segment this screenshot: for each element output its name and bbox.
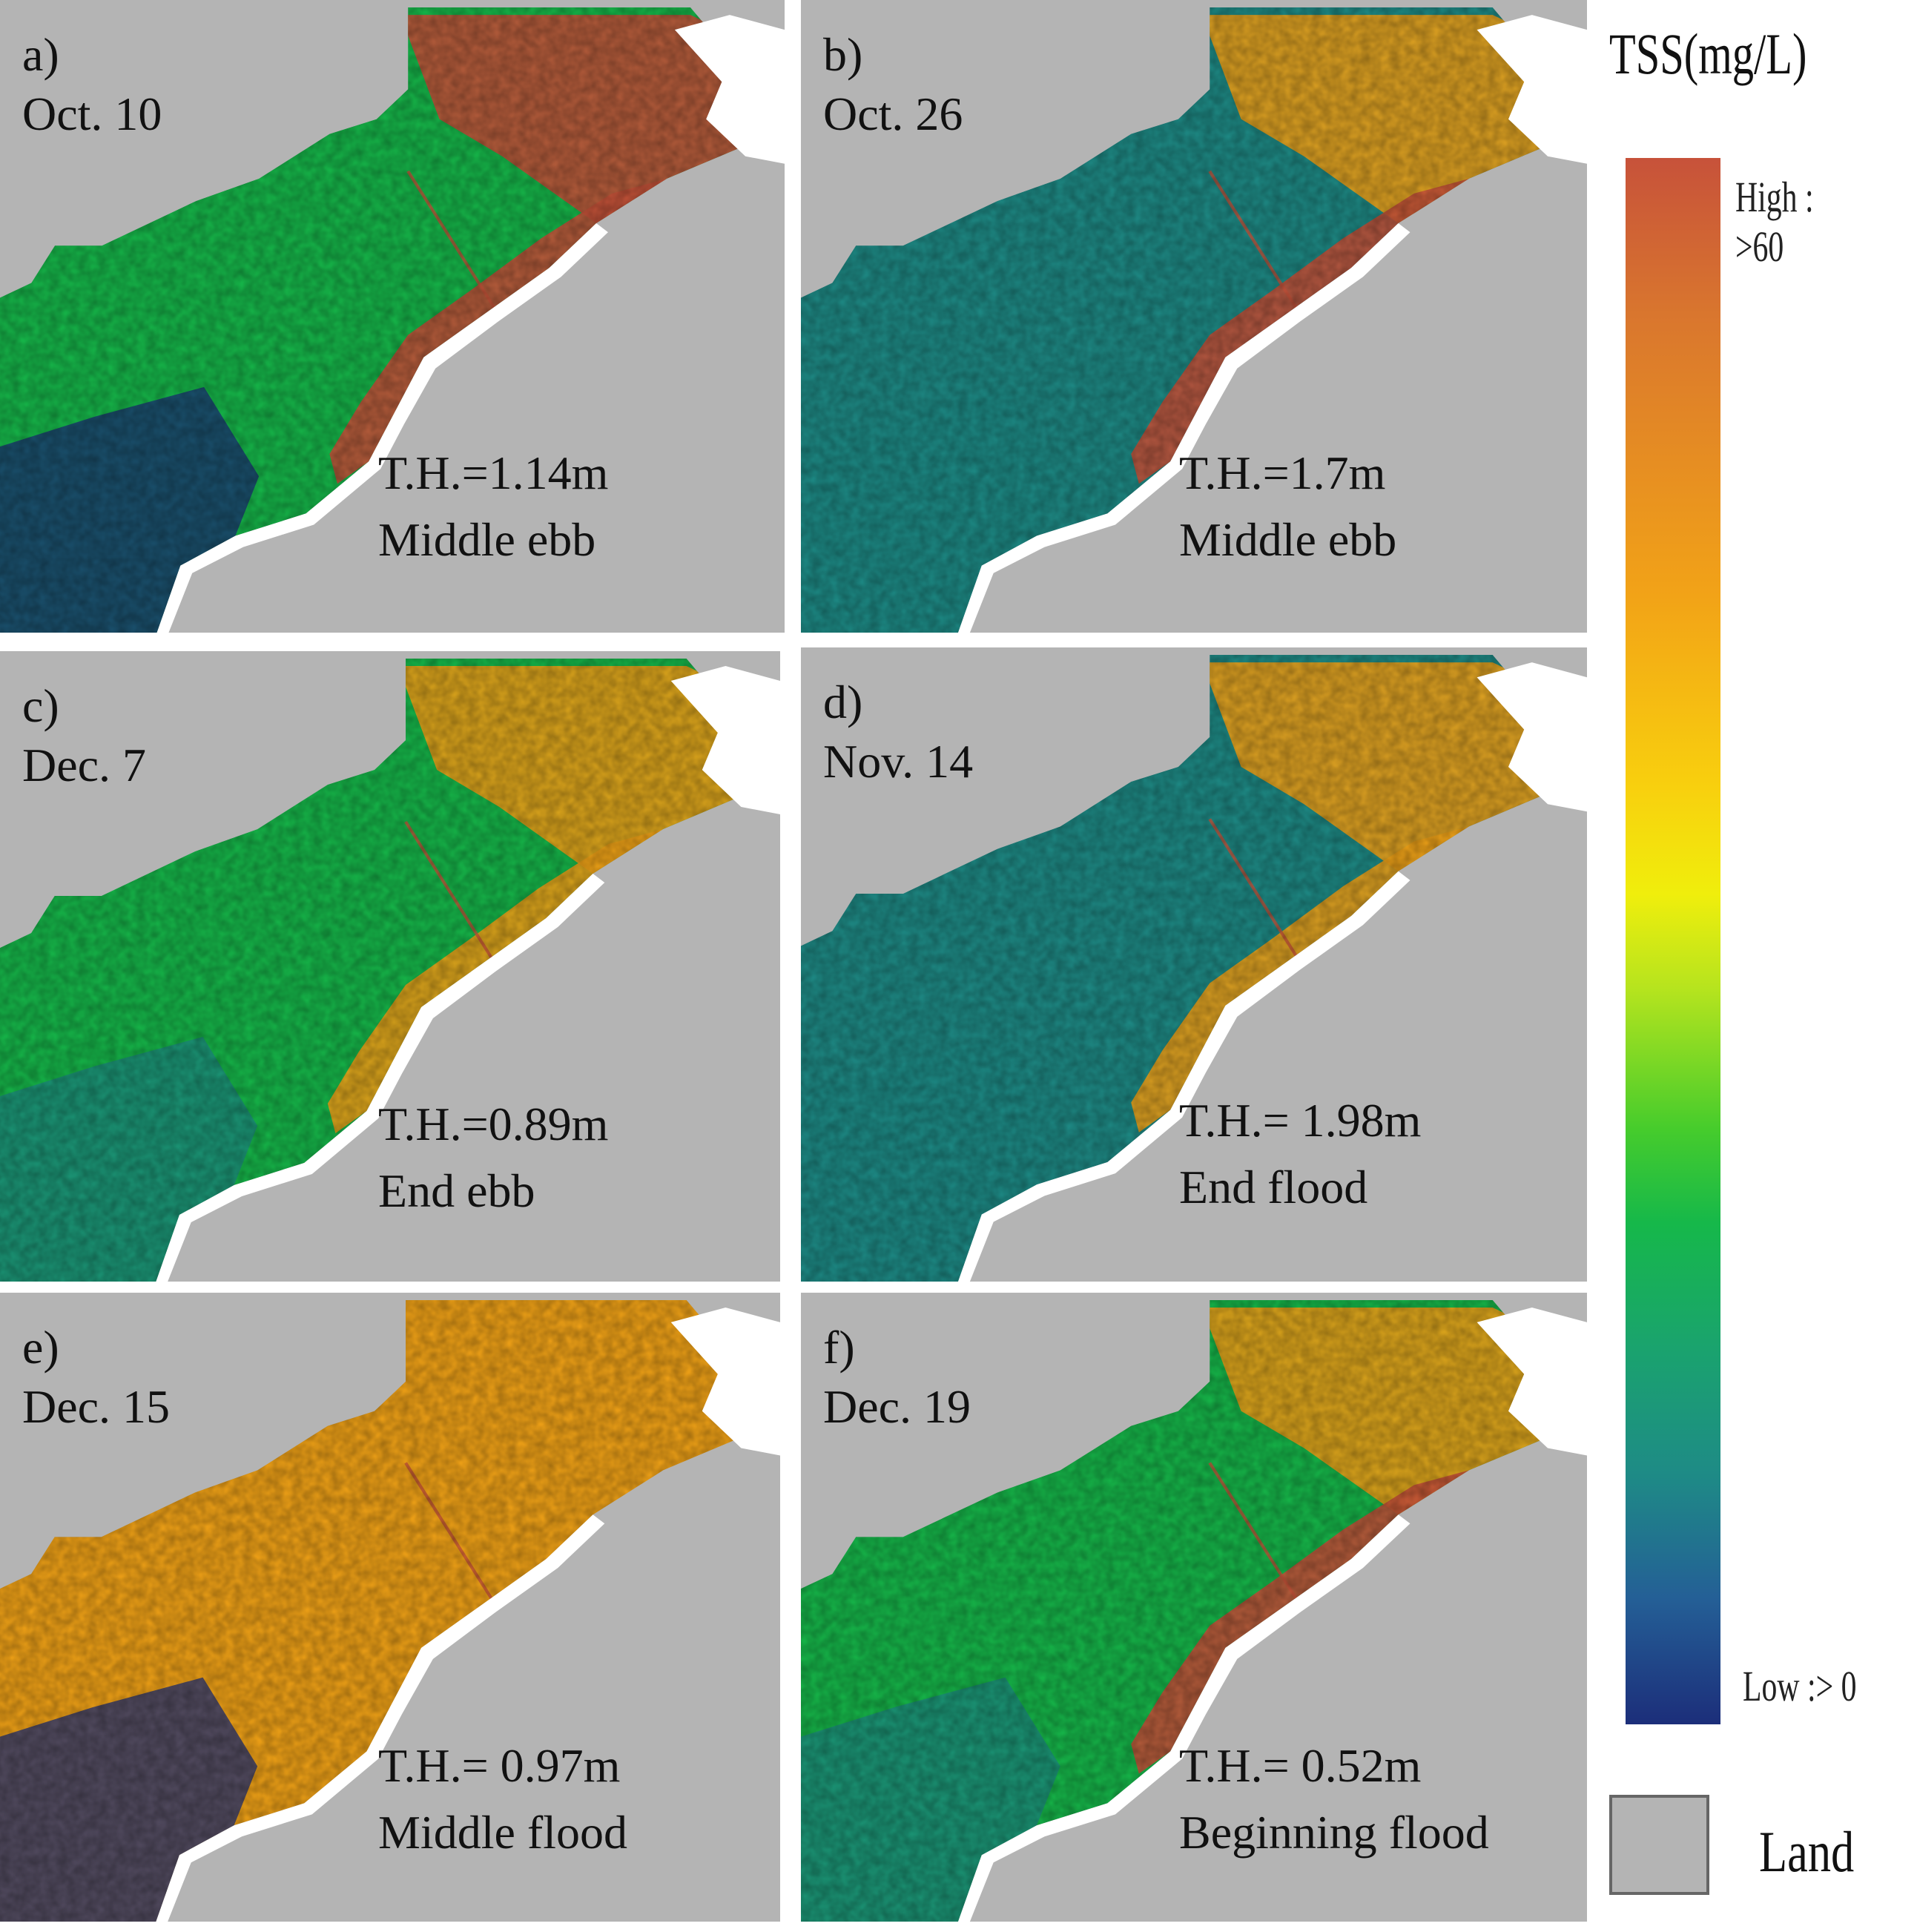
panel-date: Oct. 26 <box>823 88 963 140</box>
tidal-height-label: T.H.=1.7m <box>1179 446 1386 499</box>
map-panel-c: c) Dec. 7 T.H.=0.89m End ebb <box>0 651 780 1282</box>
panel-date: Dec. 19 <box>823 1380 971 1433</box>
tss-map-image <box>0 1299 780 1922</box>
tidal-height-label: T.H.= 1.98m <box>1179 1094 1422 1147</box>
tide-phase-label: End flood <box>1179 1161 1368 1213</box>
panel-letter: d) <box>823 676 863 728</box>
panel-letter: c) <box>22 679 59 732</box>
tidal-height-label: T.H.= 0.97m <box>378 1739 621 1792</box>
colorbar-high-label: High : >60 <box>1735 173 1814 271</box>
panel-date: Dec. 7 <box>22 739 147 791</box>
land-legend-label: Land <box>1759 1819 1855 1884</box>
tss-map-image <box>801 655 1587 1282</box>
map-panel-b: b) Oct. 26 T.H.=1.7m Middle ebb <box>801 0 1587 633</box>
map-panel-a: a) Oct. 10 T.H.=1.14m Middle ebb <box>0 0 785 633</box>
land-legend-swatch <box>1609 1795 1709 1895</box>
colorbar-low-label: Low :> 0 <box>1743 1662 1857 1710</box>
panel-letter: e) <box>22 1321 59 1374</box>
panel-letter: a) <box>22 28 59 81</box>
tide-phase-label: End ebb <box>378 1164 535 1217</box>
panel-date: Nov. 14 <box>823 735 974 788</box>
tss-colorbar <box>1626 158 1720 1724</box>
map-panel-e: e) Dec. 15 T.H.= 0.97m Middle flood <box>0 1293 780 1922</box>
tide-phase-label: Middle flood <box>378 1806 627 1859</box>
map-panel-f: f) Dec. 19 T.H.= 0.52m Beginning flood <box>801 1293 1587 1922</box>
tide-phase-label: Middle ebb <box>1179 513 1397 566</box>
map-panel-d: d) Nov. 14 T.H.= 1.98m End flood <box>801 647 1587 1282</box>
tide-phase-label: Beginning flood <box>1179 1806 1489 1859</box>
tss-map-image <box>801 7 1587 633</box>
panel-letter: f) <box>823 1321 855 1374</box>
tidal-height-label: T.H.=1.14m <box>378 446 609 499</box>
tss-map-image <box>0 7 785 633</box>
tss-map-image <box>0 659 780 1282</box>
tidal-height-label: T.H.= 0.52m <box>1179 1739 1422 1792</box>
legend-title: TSS(mg/L) <box>1609 22 1807 86</box>
panel-date: Oct. 10 <box>22 88 162 140</box>
tss-map-image <box>801 1299 1587 1922</box>
panel-date: Dec. 15 <box>22 1380 171 1433</box>
tide-phase-label: Middle ebb <box>378 513 596 566</box>
tidal-height-label: T.H.=0.89m <box>378 1098 609 1150</box>
panel-letter: b) <box>823 28 863 81</box>
